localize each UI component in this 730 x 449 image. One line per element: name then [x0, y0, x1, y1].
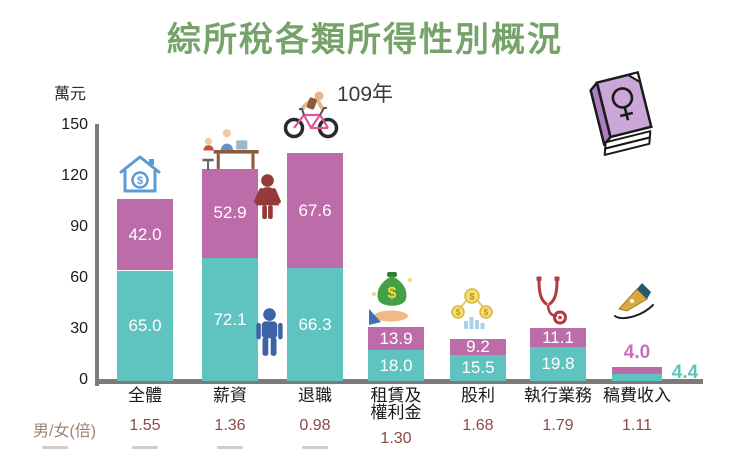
stethoscope-icon [530, 275, 570, 328]
x-axis-line [95, 379, 703, 384]
category-label: 薪資 [213, 386, 247, 405]
fountain-pen-icon [611, 281, 655, 321]
bar-value-male: 66.3 [298, 314, 332, 334]
ratio-value: 1.30 [380, 430, 412, 447]
bar-segment-male [530, 347, 586, 381]
money-bag-in-hand-icon: $ [366, 264, 418, 326]
clipped-row-hint [42, 446, 68, 449]
y-axis-line [95, 124, 99, 386]
svg-text:$: $ [137, 175, 143, 187]
clipped-row-hint [302, 446, 328, 449]
male-figure-icon [251, 307, 288, 362]
category-label: 全體 [128, 386, 162, 405]
y-tick-label: 150 [61, 116, 88, 133]
bar-segment-female [450, 339, 506, 355]
bar-value-female: 13.9 [379, 328, 413, 348]
y-tick-label: 0 [79, 371, 88, 388]
bar-segment-male [287, 268, 343, 381]
svg-text:$: $ [469, 292, 474, 302]
workers-at-desk-icon [197, 125, 263, 172]
bar-value-male: 4.4 [671, 362, 699, 383]
bar-segment-male [450, 354, 506, 381]
female-figure-icon [249, 173, 286, 228]
category-label: 租賃及 權利金 [370, 386, 422, 422]
bar-value-female: 42.0 [128, 224, 162, 244]
clipped-row-hint [132, 446, 158, 449]
ratio-value: 1.36 [214, 417, 246, 434]
bar-segment-male [612, 373, 662, 381]
book-with-female-symbol-icon [585, 66, 671, 158]
house-icon: $ [116, 153, 164, 195]
bar-value-female: 11.1 [542, 327, 574, 347]
ratio-value: 1.79 [542, 417, 574, 434]
bar-segment-female [612, 366, 662, 374]
category-label: 退職 [298, 386, 332, 405]
y-tick-label: 60 [70, 269, 88, 286]
bar-segment-female [117, 199, 173, 271]
clipped-row-hint [217, 446, 243, 449]
bar-value-female: 52.9 [213, 203, 247, 223]
bar-segment-female [368, 326, 424, 351]
bar-value-female: 9.2 [466, 336, 490, 356]
ratio-value: 0.98 [299, 417, 331, 434]
bar-segment-male [202, 258, 258, 381]
y-axis-unit-label: 萬元 [53, 86, 86, 103]
ratio-value: 1.55 [129, 417, 161, 434]
subtitle-year: 109年 [336, 83, 394, 106]
ratio-value: 1.68 [462, 417, 494, 434]
coins-chart-icon: $ $ $ [449, 287, 495, 331]
bar-value-male: 18.0 [379, 355, 413, 375]
y-tick-label: 120 [61, 167, 88, 184]
svg-text:$: $ [484, 308, 489, 317]
bar-segment-male [117, 270, 173, 381]
category-label: 執行業務 [524, 386, 592, 405]
category-label: 稿費收入 [603, 386, 671, 405]
bar-value-female: 67.6 [298, 200, 332, 220]
ratio-value: 1.11 [622, 417, 652, 434]
category-label: 股利 [461, 386, 495, 405]
bar-segment-female [530, 328, 586, 348]
y-tick-label: 90 [70, 218, 88, 235]
bar-value-male: 15.5 [461, 357, 495, 377]
bar-value-male: 65.0 [128, 315, 162, 335]
y-tick-label: 30 [70, 320, 88, 337]
bicycle-rider-icon [282, 89, 340, 139]
bar-segment-female [202, 168, 258, 259]
page-title: 綜所稅各類所得性別概況 [167, 21, 563, 59]
svg-text:$: $ [456, 308, 461, 317]
bar-value-male: 72.1 [213, 309, 247, 329]
bar-segment-male [368, 350, 424, 381]
bar-value-female: 4.0 [623, 341, 651, 363]
bar-segment-female [287, 153, 343, 269]
svg-text:$: $ [388, 285, 397, 302]
male-female-ratio-label: 男/女(倍) [33, 423, 97, 440]
bar-value-male: 19.8 [541, 354, 575, 374]
